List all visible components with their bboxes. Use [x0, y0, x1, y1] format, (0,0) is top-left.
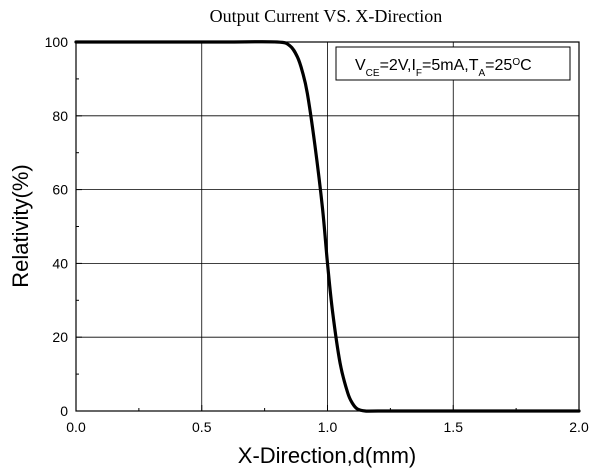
y-axis-label: Relativity(%): [8, 164, 33, 287]
legend-text-part: V: [355, 57, 366, 74]
y-tick-label: 80: [52, 108, 68, 124]
y-tick-label: 0: [60, 403, 68, 419]
legend-text-part: =25: [485, 57, 512, 74]
legend-text-part: CE: [366, 68, 380, 79]
legend-text-part: F: [416, 68, 422, 79]
legend-text-part: A: [479, 68, 486, 79]
legend-text-part: C: [520, 57, 532, 74]
y-tick-labels: 0 20 40 60 80 100: [45, 34, 69, 419]
x-tick-labels: 0.0 0.5 1.0 1.5 2.0: [66, 419, 589, 435]
y-tick-label: 20: [52, 329, 68, 345]
legend-text: VCE=2V,IF=5mA,TA=25OC: [355, 57, 532, 79]
y-tick-label: 40: [52, 255, 68, 271]
grid-lines: [76, 42, 579, 411]
chart-title: Output Current VS. X-Direction: [210, 6, 443, 26]
legend-box: VCE=2V,IF=5mA,TA=25OC: [335, 46, 571, 81]
legend-text-part: =5mA,T: [422, 57, 479, 74]
y-tick-label: 60: [52, 182, 68, 198]
x-axis-label: X-Direction,d(mm): [238, 443, 416, 468]
series-line: [74, 40, 581, 413]
x-tick-label: 1.0: [318, 419, 338, 435]
x-tick-label: 1.5: [444, 419, 464, 435]
x-tick-label: 0.5: [192, 419, 212, 435]
plot-frame: [75, 41, 580, 412]
x-tick-label: 2.0: [569, 419, 589, 435]
legend-text-part: =2V,I: [380, 57, 416, 74]
x-tick-label: 0.0: [66, 419, 86, 435]
legend-text-part: O: [512, 57, 520, 68]
legend-frame: [335, 46, 571, 81]
y-tick-label: 100: [45, 34, 69, 50]
